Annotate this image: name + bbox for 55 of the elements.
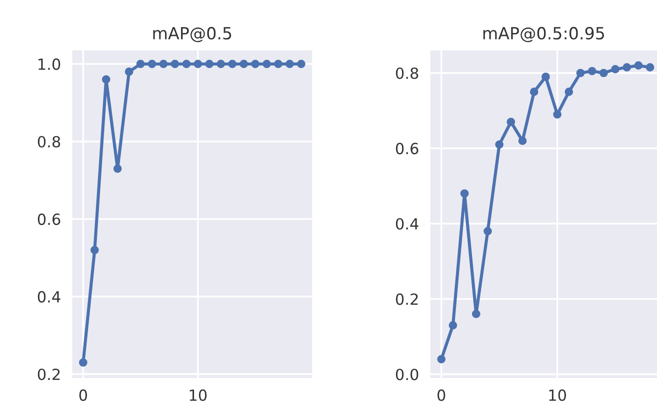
point: [113, 164, 122, 173]
point: [286, 60, 294, 68]
point: [437, 355, 446, 364]
x-tick-label: 0: [79, 389, 88, 401]
point: [102, 75, 110, 84]
y-tick-label: 0.2: [38, 368, 60, 380]
chart-title: mAP@0.5: [153, 26, 232, 42]
point: [448, 321, 458, 330]
point: [646, 63, 654, 72]
y-tick-label: 0.2: [396, 293, 418, 305]
y-tick-label: 1.0: [38, 58, 60, 70]
point: [634, 61, 643, 70]
point: [495, 140, 504, 149]
point: [228, 60, 236, 68]
point: [124, 68, 134, 76]
point: [506, 118, 516, 126]
point: [460, 189, 469, 198]
point: [90, 246, 99, 254]
point: [542, 72, 550, 81]
point: [170, 60, 180, 68]
point: [182, 60, 191, 68]
y-tick-label: 0.4: [38, 291, 60, 303]
point: [297, 60, 306, 68]
point: [611, 65, 620, 74]
x-tick-label: 0: [437, 389, 446, 401]
point: [194, 60, 202, 68]
y-tick-label: 0.8: [38, 136, 60, 148]
point: [518, 136, 527, 145]
y-tick-label: 0.4: [396, 218, 418, 230]
point: [472, 310, 480, 318]
x-tick-label: 10: [190, 389, 207, 401]
point: [262, 60, 271, 68]
y-tick-label: 0.8: [396, 67, 418, 80]
y-tick-label: 0.6: [38, 214, 60, 226]
point: [79, 358, 88, 367]
point: [588, 66, 596, 76]
point: [530, 88, 538, 96]
point: [216, 60, 226, 68]
point: [148, 60, 156, 68]
point: [274, 60, 282, 68]
point: [553, 110, 562, 119]
chart-title: mAP@0.5:0.95: [483, 26, 604, 42]
point: [600, 68, 608, 78]
x-tick-label: 10: [549, 389, 566, 401]
point: [576, 68, 585, 78]
y-tick-label: 0.0: [396, 368, 418, 380]
point: [251, 60, 260, 68]
point: [564, 88, 574, 96]
y-tick-label: 0.6: [396, 142, 418, 154]
point: [205, 60, 214, 68]
point: [136, 60, 145, 68]
point: [240, 60, 248, 68]
point: [159, 60, 168, 68]
point: [622, 63, 632, 72]
point: [484, 226, 492, 236]
